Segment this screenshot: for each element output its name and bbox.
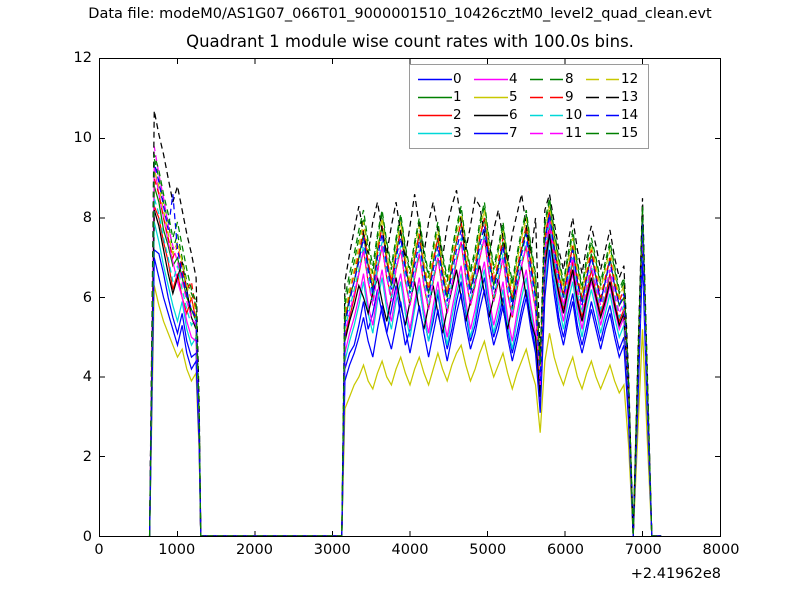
series-line-9 [148, 178, 662, 536]
legend-line-12 [586, 78, 620, 80]
legend-sample [529, 70, 565, 88]
legend-line-5 [474, 96, 508, 98]
legend-line-10 [530, 114, 564, 116]
legend-sample [417, 106, 453, 124]
legend-label: 9 [565, 89, 574, 105]
y-tick-label: 8 [82, 209, 92, 226]
series-line-8 [148, 158, 662, 536]
y-tick-label: 2 [82, 449, 92, 466]
legend-sample [529, 88, 565, 106]
series-line-1 [148, 186, 662, 536]
legend-label: 4 [509, 71, 518, 87]
legend-row: 2 6 10 14 [417, 106, 641, 124]
y-tick-label: 12 [73, 50, 92, 66]
legend-label: 12 [621, 71, 639, 87]
legend-label: 3 [453, 125, 462, 141]
y-tick-label: 0 [82, 529, 92, 545]
legend-sample [585, 106, 621, 124]
axes-title: Quadrant 1 module wise count rates with … [186, 32, 634, 51]
legend-sample [473, 70, 509, 88]
legend[interactable]: 0 4 8 12 1 5 9 13 2 6 10 14 3 7 11 15 [409, 64, 649, 149]
legend-line-2 [418, 114, 452, 116]
legend-label: 0 [453, 71, 462, 87]
legend-label: 6 [509, 107, 518, 123]
legend-sample [417, 124, 453, 142]
legend-label: 1 [453, 89, 462, 105]
legend-sample [585, 70, 621, 88]
x-tick-label: 4000 [391, 542, 429, 558]
legend-sample [529, 106, 565, 124]
legend-label: 11 [565, 125, 583, 141]
legend-label: 2 [453, 107, 462, 123]
legend-line-14 [586, 114, 620, 116]
legend-sample [473, 88, 509, 106]
legend-line-1 [418, 96, 452, 98]
legend-sample [417, 70, 453, 88]
x-tick-label: 0 [94, 542, 104, 558]
legend-line-4 [474, 78, 508, 80]
series-line-15 [148, 154, 662, 536]
x-tick-label: 7000 [624, 542, 662, 558]
legend-row: 0 4 8 12 [417, 70, 641, 88]
x-tick-label: 3000 [313, 542, 351, 558]
legend-sample [473, 106, 509, 124]
legend-line-0 [418, 78, 452, 80]
legend-sample [585, 124, 621, 142]
legend-line-13 [586, 96, 620, 98]
legend-sample [473, 124, 509, 142]
y-tick-label: 10 [73, 129, 92, 146]
legend-label: 13 [621, 89, 639, 105]
legend-label: 5 [509, 89, 518, 105]
legend-label: 10 [565, 107, 583, 123]
series-line-12 [148, 170, 662, 536]
legend-label: 14 [621, 107, 639, 123]
legend-line-6 [474, 114, 508, 116]
y-tick-label: 6 [82, 289, 92, 306]
y-axis-tick-labels: 0 2 4 6 8 10 12 [50, 50, 92, 545]
x-tick-label: 5000 [469, 542, 507, 558]
x-axis-offset-text: +2.41962e8 [630, 566, 721, 582]
legend-label: 8 [565, 71, 574, 87]
figure-suptitle: Data file: modeM0/AS1G07_066T01_90000015… [88, 6, 712, 22]
legend-line-9 [530, 96, 564, 98]
x-tick-label: 6000 [547, 542, 584, 558]
y-tick-label: 4 [82, 369, 92, 386]
legend-sample [585, 88, 621, 106]
legend-line-15 [586, 132, 620, 134]
series-line-14 [148, 162, 662, 536]
legend-row: 3 7 11 15 [417, 124, 641, 142]
legend-line-11 [530, 132, 564, 134]
series-line-4 [148, 166, 662, 536]
legend-sample [417, 88, 453, 106]
x-axis-tick-labels: 0 1000 2000 3000 4000 5000 6000 7000 8000 [94, 542, 739, 564]
legend-sample [529, 124, 565, 142]
legend-table: 0 4 8 12 1 5 9 13 2 6 10 14 3 7 11 15 [417, 70, 641, 142]
legend-line-7 [474, 132, 508, 134]
legend-line-3 [418, 132, 452, 134]
x-tick-label: 1000 [158, 542, 196, 558]
legend-label: 15 [621, 125, 639, 141]
x-tick-label: 8000 [702, 542, 740, 558]
legend-row: 1 5 9 13 [417, 88, 641, 106]
legend-line-8 [530, 78, 564, 80]
plot-lines [100, 59, 720, 536]
legend-label: 7 [509, 125, 518, 141]
x-tick-label: 2000 [236, 542, 273, 558]
